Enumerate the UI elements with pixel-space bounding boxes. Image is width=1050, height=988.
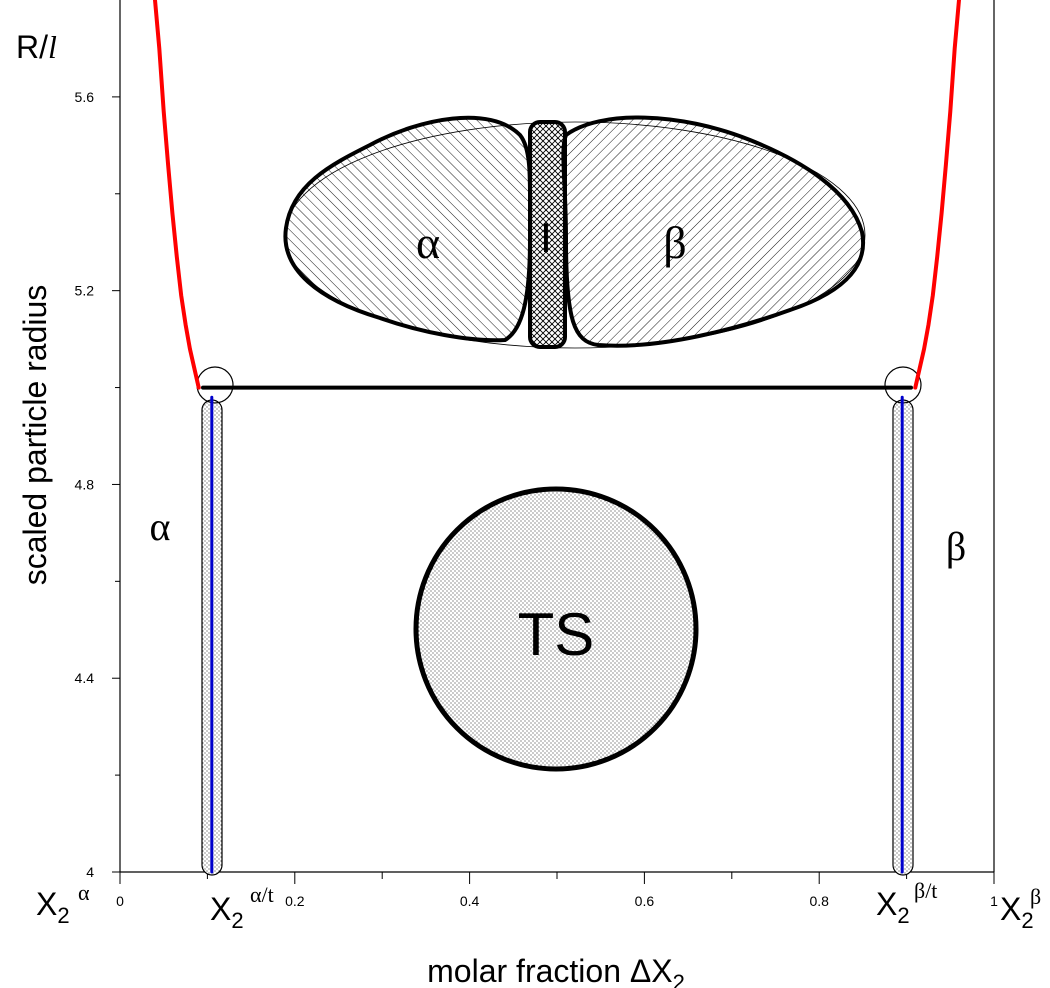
x-left-end-sub: 2 <box>57 903 69 928</box>
intermediate-phase-region <box>528 120 567 349</box>
series-line-0 <box>153 0 201 390</box>
y-tick-label: 4 <box>86 864 94 880</box>
x-axis-title-sub: 2 <box>673 970 685 988</box>
y-axis-top-italic: l <box>48 29 57 65</box>
x-beta-t-sub: 2 <box>897 903 909 928</box>
alpha-phase-label: α <box>416 217 440 268</box>
x-right-end-sub: 2 <box>1021 908 1033 933</box>
y-tick-label: 4.8 <box>75 476 95 492</box>
x-tick-label: 0.6 <box>635 893 655 909</box>
x-tick-label: 0.8 <box>809 893 829 909</box>
x-alpha-t-main: X <box>210 891 231 927</box>
beta-region-label: β <box>946 524 966 569</box>
y-tick-label: 5.6 <box>75 89 95 105</box>
series-layer <box>153 0 961 874</box>
x-ticks: 0 0.2 0.4 0.6 0.8 1 <box>116 872 998 909</box>
x-left-end-sup: α <box>78 880 90 905</box>
x-beta-t-label: X2 β/t <box>876 878 937 928</box>
x-left-end-label: X2 α <box>36 880 90 928</box>
x-beta-t-sup: β/t <box>914 878 937 903</box>
y-ticks: 4 4.4 4.8 5.2 5.6 <box>75 89 120 880</box>
intermediate-phase-label: I <box>540 214 552 261</box>
x-alpha-t-sub: 2 <box>231 908 243 933</box>
y-axis-top-main: R/ <box>16 29 48 65</box>
x-tick-label: 1 <box>990 893 998 909</box>
beta-phase-region <box>561 115 865 348</box>
x-alpha-t-sup: α/t <box>250 882 274 907</box>
x-axis-title-main: molar fraction ΔX <box>427 953 672 988</box>
x-right-end-sup: β <box>1030 884 1041 909</box>
svg-text:X2: X2 <box>36 886 70 928</box>
annotations: α I β α β TS X2 α X2 α/t X2 β/t X2 β <box>36 214 1041 933</box>
beta-phase-label: β <box>663 217 686 268</box>
x-beta-t-main: X <box>876 886 897 922</box>
y-axis-top-label: R/l <box>16 29 57 65</box>
alpha-critical-circle <box>196 366 234 404</box>
phase-regions <box>196 115 922 876</box>
transition-state-region <box>413 486 699 772</box>
x-tick-label: 0 <box>116 893 124 909</box>
y-tick-label: 5.2 <box>75 283 95 299</box>
x-right-end-label: X2 β <box>1000 884 1041 933</box>
x-axis-title: molar fraction ΔX2 <box>427 953 685 988</box>
x-tick-label: 0.2 <box>285 893 305 909</box>
x-tick-label: 0.4 <box>460 893 480 909</box>
transition-state-label: TS <box>518 601 595 668</box>
svg-text:X2: X2 <box>1000 891 1034 933</box>
x-alpha-t-label: X2 α/t <box>210 882 274 933</box>
x-left-end-main: X <box>36 886 57 922</box>
alpha-region-label: α <box>150 504 171 549</box>
alpha-phase-region <box>283 115 533 343</box>
series-line-1 <box>913 0 961 390</box>
svg-text:X2: X2 <box>876 886 910 928</box>
y-tick-label: 4.4 <box>75 670 95 686</box>
svg-text:X2: X2 <box>210 891 244 933</box>
y-axis-title: scaled particle radius <box>17 285 53 586</box>
x-right-end-main: X <box>1000 891 1021 927</box>
